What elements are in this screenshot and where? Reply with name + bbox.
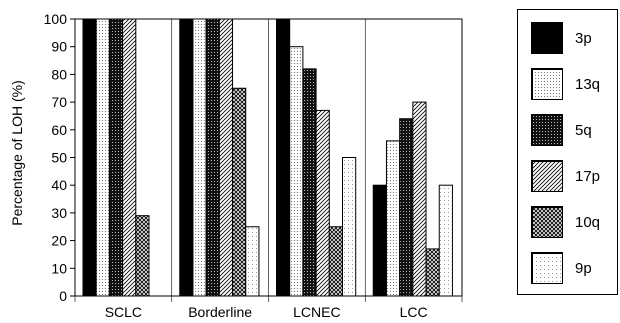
bar-13q-Borderline	[192, 18, 207, 297]
legend-label-10q: 10q	[575, 213, 601, 231]
bar-17p-SCLC	[122, 18, 137, 297]
bar-5q-Borderline	[205, 18, 220, 297]
bar-17p-LCC	[412, 101, 427, 297]
y-tick-label: 40	[51, 177, 67, 193]
bar-10q-LCNEC	[328, 226, 343, 297]
y-tick-label: 80	[51, 66, 67, 82]
bar-3p-SCLC	[82, 18, 97, 297]
bar-10q-SCLC	[135, 215, 150, 297]
legend-item-13q: 13q	[531, 68, 600, 100]
y-tick-label: 20	[51, 233, 67, 249]
x-tick-label: LCC	[400, 304, 428, 320]
legend-item-10q: 10q	[531, 206, 600, 238]
y-tick-label: 70	[51, 94, 67, 110]
bar-9p-LCNEC	[342, 157, 357, 297]
legend-item-17p: 17p	[531, 160, 600, 192]
legend-swatch-3p	[531, 22, 563, 54]
y-tick-label: 0	[59, 288, 67, 304]
legend-swatch-5q	[531, 114, 563, 146]
bar-13q-LCNEC	[289, 46, 304, 297]
bar-10q-LCC	[425, 248, 440, 297]
y-tick-label: 60	[51, 122, 67, 138]
bar-5q-LCNEC	[302, 68, 317, 297]
legend-label-17p: 17p	[575, 167, 601, 185]
legend-label-3p: 3p	[575, 29, 592, 47]
bar-10q-Borderline	[232, 87, 247, 297]
bar-17p-LCNEC	[315, 109, 330, 297]
bar-17p-Borderline	[218, 18, 234, 297]
legend-label-5q: 5q	[575, 121, 592, 139]
y-tick-label: 90	[51, 39, 67, 55]
x-tick-label: Borderline	[188, 304, 252, 320]
legend-item-9p: 9p	[531, 252, 592, 284]
bar-3p-LCC	[372, 184, 387, 297]
bar-9p-Borderline	[245, 226, 260, 297]
bar-5q-SCLC	[108, 18, 124, 297]
legend-label-9p: 9p	[575, 259, 592, 277]
legend-swatch-9p	[531, 252, 563, 284]
bar-3p-LCNEC	[276, 18, 291, 297]
y-tick-label: 30	[51, 205, 67, 221]
y-tick-label: 10	[51, 260, 67, 276]
x-tick-label: SCLC	[105, 304, 142, 320]
legend: 3p 13q 5q 17p 10q 9p	[517, 9, 618, 295]
legend-label-13q: 13q	[575, 75, 601, 93]
bar-13q-LCC	[385, 140, 401, 297]
bar-13q-SCLC	[95, 18, 110, 297]
y-tick-label: 100	[44, 11, 68, 27]
x-tick-label: LCNEC	[293, 304, 340, 320]
legend-swatch-17p	[531, 160, 563, 192]
legend-item-5q: 5q	[531, 114, 592, 146]
legend-swatch-13q	[531, 68, 563, 100]
y-tick-label: 50	[51, 150, 67, 166]
legend-item-3p: 3p	[531, 22, 592, 54]
bar-3p-Borderline	[179, 18, 194, 297]
y-axis-label: Percentage of LOH (%)	[9, 80, 25, 226]
bar-9p-LCC	[438, 184, 453, 297]
legend-swatch-10q	[531, 206, 563, 238]
bar-5q-LCC	[399, 118, 414, 297]
